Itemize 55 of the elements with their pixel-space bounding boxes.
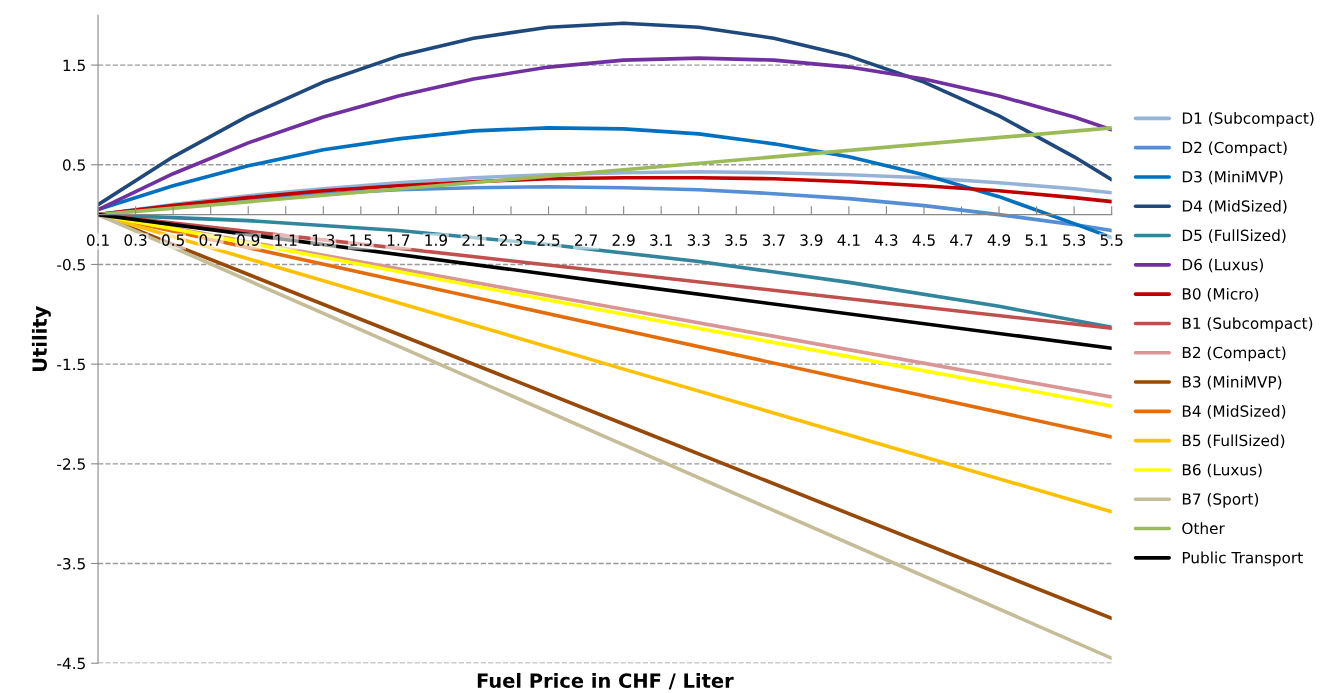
- x-tick-label: 0.3: [124, 234, 147, 246]
- x-tick-label: 3.5: [725, 234, 748, 246]
- line-series: [98, 21, 1112, 207]
- legend-label: D2 (Compact): [1182, 141, 1287, 157]
- x-tick-label: 1.9: [425, 234, 447, 246]
- y-tick-label: -2.5: [57, 458, 85, 470]
- y-tick-label: -1.5: [57, 358, 85, 371]
- x-tick-label: 2.3: [499, 234, 522, 246]
- y-tick-label: -0.5: [57, 258, 85, 271]
- legend-label: B3 (MiniMVP): [1182, 375, 1282, 390]
- x-tick-label: 0.1: [86, 234, 109, 246]
- x-tick-label: 1.1: [275, 234, 297, 246]
- x-tick-label: 0.9: [237, 234, 260, 246]
- legend-label: B2 (Compact): [1182, 346, 1286, 362]
- line-series: [98, 56, 1112, 212]
- legend-label: B5 (FullSized): [1182, 434, 1285, 448]
- legend-label: D4 (MidSized): [1182, 199, 1287, 214]
- x-tick-label: 2.1: [462, 234, 485, 246]
- x-tick-label: 5.3: [1063, 234, 1086, 246]
- x-tick-label: 4.3: [875, 234, 898, 246]
- legend-label: B6 (Luxus): [1182, 463, 1262, 478]
- x-tick-label: 1.3: [312, 234, 335, 246]
- x-tick-label: 3.7: [762, 234, 785, 246]
- legend-label: D1 (Subcompact): [1182, 112, 1314, 127]
- x-tick-label: 4.9: [987, 234, 1011, 246]
- x-tick-label: 5.1: [1025, 234, 1048, 246]
- x-tick-label: 2.5: [537, 234, 560, 246]
- y-tick-label: -4.5: [57, 657, 85, 670]
- x-tick-label: 2.7: [575, 234, 597, 246]
- legend-label: D6 (Luxus): [1182, 258, 1263, 273]
- x-tick-label: 0.5: [161, 234, 184, 246]
- y-tick-label: -3.5: [57, 557, 85, 570]
- x-tick-label: 1.5: [350, 234, 372, 246]
- x-tick-label: 0.7: [199, 234, 222, 246]
- legend-label: B1 (Subcompact): [1182, 317, 1313, 332]
- y-tick-label: 1.5: [63, 59, 85, 72]
- legend-label: B0 (Micro): [1182, 287, 1259, 302]
- x-axis-title: Fuel Price in CHF / Liter: [477, 672, 734, 690]
- y-axis-title: Utility: [31, 306, 51, 371]
- x-tick-label: 3.1: [650, 234, 672, 246]
- x-tick-label: 4.7: [950, 234, 973, 246]
- x-tick-label: 3.9: [800, 234, 823, 246]
- x-tick-label: 3.3: [687, 234, 710, 246]
- legend-label: B4 (MidSized): [1182, 405, 1286, 419]
- x-tick-label: 1.7: [387, 234, 410, 246]
- legend-label: Public Transport: [1182, 551, 1303, 567]
- x-tick-label: 4.1: [837, 234, 860, 246]
- legend-label: Other: [1182, 522, 1225, 535]
- x-tick-label: 5.5: [1100, 234, 1123, 246]
- x-tick-label: 2.9: [612, 234, 635, 246]
- legend-label: D5 (FullSized): [1182, 229, 1286, 243]
- legend-label: D3 (MiniMVP): [1182, 170, 1283, 185]
- legend-label: B7 (Sport): [1182, 493, 1259, 508]
- x-tick-label: 4.5: [912, 234, 935, 246]
- y-tick-label: 0.5: [62, 159, 85, 171]
